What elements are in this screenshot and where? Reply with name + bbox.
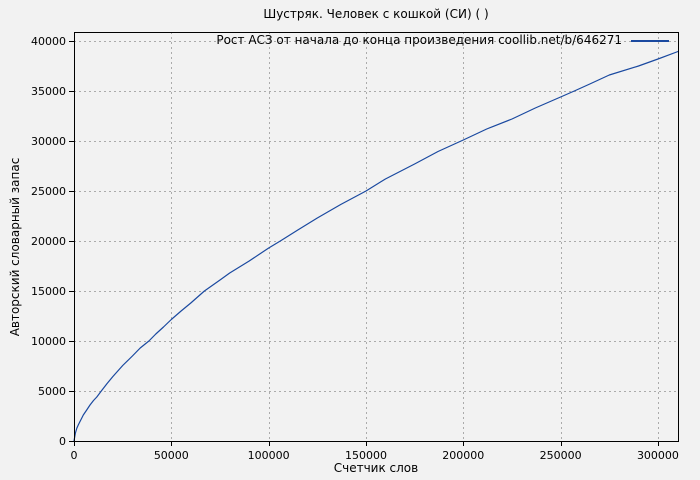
y-axis-label: Авторский словарный запас	[8, 157, 22, 337]
y-tick-label: 15000	[31, 285, 66, 298]
series-line	[73, 50, 679, 442]
y-tick-label: 35000	[31, 85, 66, 98]
x-tick-label: 200000	[442, 449, 484, 462]
plot-border	[74, 32, 679, 442]
x-tick-label: 250000	[540, 449, 582, 462]
legend: Рост АСЗ от начала до конца произведения…	[216, 34, 669, 47]
y-tick-label: 20000	[31, 235, 66, 248]
x-tick-label: 50000	[154, 449, 189, 462]
chart-title: Шустряк. Человек с кошкой (СИ) ( )	[263, 7, 489, 21]
x-tick-label: 100000	[248, 449, 290, 462]
y-tick-label: 5000	[38, 385, 66, 398]
x-tick-label: 0	[71, 449, 78, 462]
y-tick-label: 0	[59, 435, 66, 448]
legend-line-sample-icon	[631, 39, 669, 42]
y-tick-label: 10000	[31, 335, 66, 348]
x-tick-label: 300000	[637, 449, 679, 462]
x-tick-label: 150000	[345, 449, 387, 462]
legend-label: Рост АСЗ от начала до конца произведения…	[216, 33, 622, 47]
x-axis-label: Счетчик слов	[333, 461, 419, 475]
y-tick-label: 30000	[31, 135, 66, 148]
y-tick-label: 25000	[31, 185, 66, 198]
y-tick-label: 40000	[31, 35, 66, 48]
